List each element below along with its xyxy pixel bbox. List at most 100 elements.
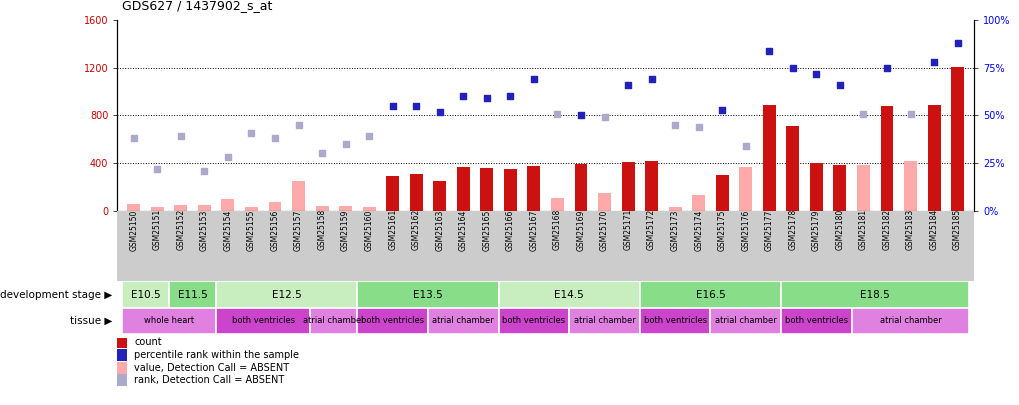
Bar	[903, 161, 916, 211]
Point	[620, 82, 636, 88]
Text: both ventricles: both ventricles	[643, 316, 706, 326]
Bar	[498, 281, 639, 308]
Bar	[174, 205, 187, 211]
Bar	[117, 374, 126, 386]
Text: E10.5: E10.5	[130, 290, 160, 300]
Bar	[151, 207, 164, 211]
Bar	[879, 106, 893, 211]
Point	[384, 103, 400, 109]
Point	[244, 129, 260, 136]
Bar	[216, 281, 357, 308]
Point	[807, 70, 823, 77]
Point	[925, 59, 942, 65]
Point	[902, 110, 918, 117]
Text: E14.5: E14.5	[553, 290, 584, 300]
Bar	[315, 207, 328, 211]
Text: E11.5: E11.5	[177, 290, 207, 300]
Bar	[715, 175, 728, 211]
Bar	[310, 308, 357, 334]
Point	[431, 109, 447, 115]
Text: percentile rank within the sample: percentile rank within the sample	[135, 350, 299, 360]
Point	[361, 133, 377, 140]
Bar	[357, 281, 498, 308]
Text: E13.5: E13.5	[413, 290, 442, 300]
Point	[501, 93, 518, 100]
Text: tissue ▶: tissue ▶	[69, 316, 112, 326]
Point	[314, 150, 330, 157]
Text: E12.5: E12.5	[272, 290, 302, 300]
Point	[149, 166, 165, 172]
Point	[760, 47, 776, 54]
Bar	[692, 195, 704, 211]
Bar	[574, 164, 587, 211]
Bar	[762, 105, 775, 211]
Bar	[245, 207, 258, 211]
Bar	[216, 308, 310, 334]
Point	[713, 107, 730, 113]
Bar	[574, 203, 587, 211]
Text: atrial chamber: atrial chamber	[303, 316, 365, 326]
Bar	[527, 166, 540, 211]
Text: whole heart: whole heart	[144, 316, 194, 326]
Point	[855, 110, 871, 117]
Text: E16.5: E16.5	[695, 290, 725, 300]
Bar	[739, 167, 751, 211]
Bar	[428, 308, 498, 334]
Point	[573, 112, 589, 119]
Text: atrial chamber: atrial chamber	[714, 316, 775, 326]
Bar	[503, 169, 517, 211]
Point	[643, 76, 659, 83]
Point	[454, 93, 471, 100]
Bar	[433, 181, 445, 211]
Bar	[781, 308, 851, 334]
Bar	[786, 126, 799, 211]
Text: atrial chamber: atrial chamber	[432, 316, 494, 326]
Bar	[639, 308, 710, 334]
Point	[666, 122, 683, 128]
Bar	[527, 188, 540, 211]
Point	[408, 103, 424, 109]
Bar	[621, 162, 634, 211]
Text: development stage ▶: development stage ▶	[0, 290, 112, 300]
Point	[830, 82, 847, 88]
Point	[549, 110, 566, 117]
Text: value, Detection Call = ABSENT: value, Detection Call = ABSENT	[135, 362, 289, 373]
Bar	[781, 281, 968, 308]
Bar	[715, 206, 728, 211]
Bar	[833, 165, 846, 211]
Bar	[597, 193, 610, 211]
Point	[878, 64, 895, 71]
Bar	[856, 165, 869, 211]
Bar	[122, 281, 169, 308]
Bar	[386, 176, 398, 211]
Text: both ventricles: both ventricles	[502, 316, 565, 326]
Point	[596, 114, 612, 121]
Bar	[410, 174, 422, 211]
Point	[690, 124, 706, 130]
Text: both ventricles: both ventricles	[231, 316, 294, 326]
Bar	[117, 336, 126, 348]
Bar	[809, 205, 822, 211]
Point	[219, 154, 235, 160]
Bar	[809, 163, 822, 211]
Bar	[198, 205, 211, 211]
Point	[267, 135, 283, 141]
Bar	[291, 181, 305, 211]
Text: GDS627 / 1437902_s_at: GDS627 / 1437902_s_at	[122, 0, 272, 12]
Point	[337, 141, 354, 147]
Bar	[357, 308, 428, 334]
Point	[172, 133, 189, 140]
Text: count: count	[135, 337, 162, 347]
Bar	[117, 349, 126, 361]
Bar	[127, 204, 141, 211]
Bar	[122, 308, 216, 334]
Bar	[639, 281, 781, 308]
Point	[784, 64, 800, 71]
Text: atrial chamber: atrial chamber	[573, 316, 635, 326]
Point	[196, 167, 212, 174]
Point	[737, 143, 753, 149]
Bar	[950, 67, 963, 211]
Text: E18.5: E18.5	[859, 290, 890, 300]
Text: both ventricles: both ventricles	[784, 316, 847, 326]
Bar	[117, 362, 126, 374]
